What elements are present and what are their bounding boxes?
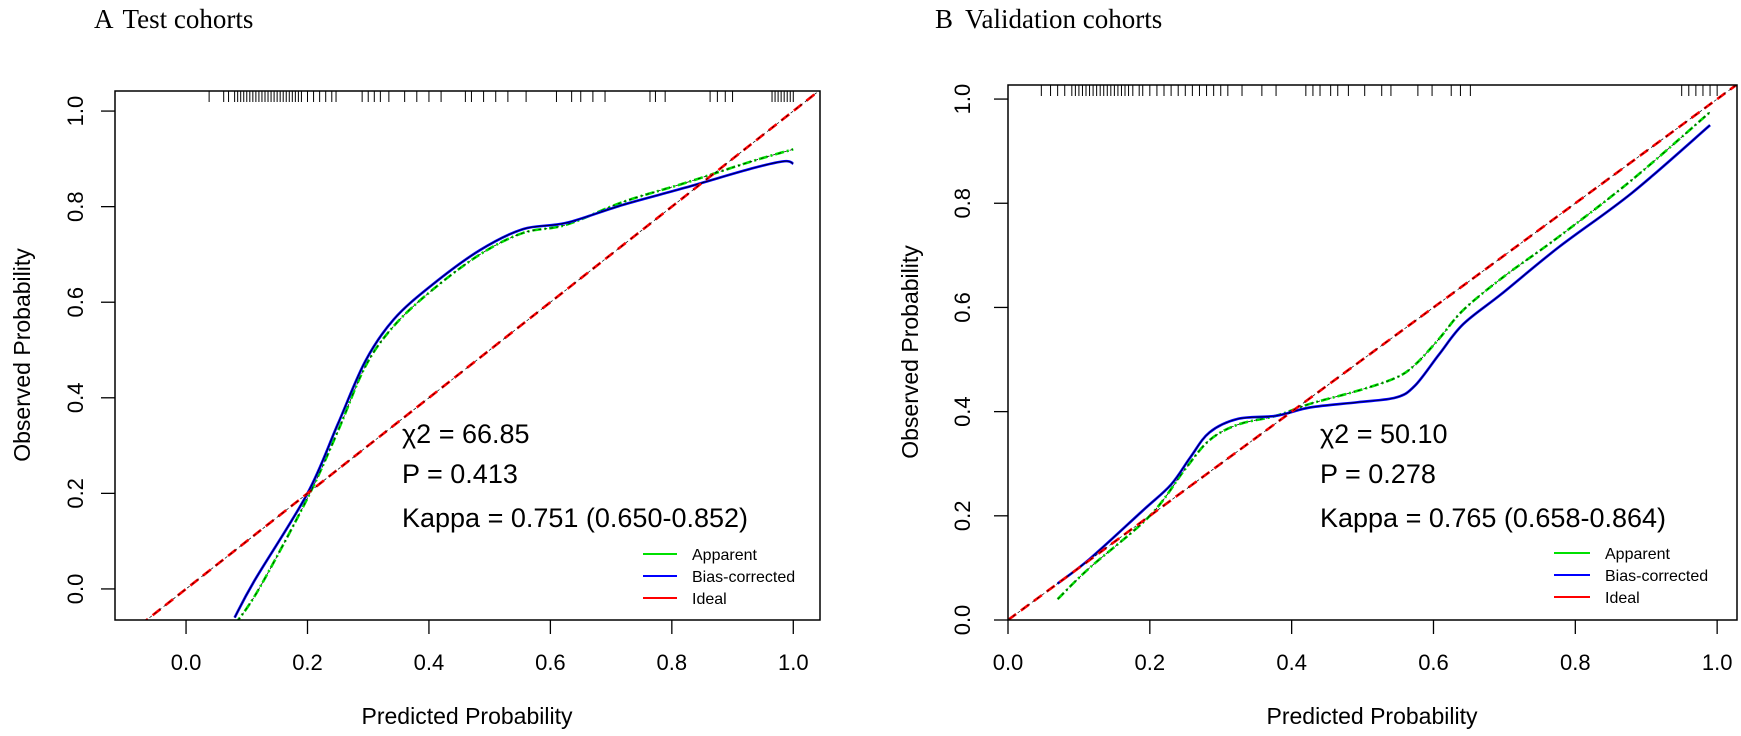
panel-b-y-tick-label: 0.6	[950, 292, 975, 323]
panel-a-y-tick-label: 0.6	[63, 287, 88, 318]
panel-b-y-tick-label: 0.2	[950, 501, 975, 532]
panel-b-y-tick-label: 1.0	[950, 84, 975, 115]
panel-b-x-tick-label: 0.6	[1418, 650, 1449, 675]
panel-b-title: B Validation cohorts	[935, 4, 1162, 34]
panel-a-x-axis-title: Predicted Probability	[362, 703, 573, 729]
panel-a-y-tick-label: 0.8	[63, 191, 88, 222]
panel-a-x-tick-label: 0.6	[535, 650, 566, 675]
panel-b-series-ideal-overlay	[1008, 85, 1737, 620]
panel-a-p-annotation: P = 0.413	[402, 459, 518, 489]
panel-a-x-tick-label: 0.4	[414, 650, 445, 675]
panel-b-x-tick-label: 1.0	[1702, 650, 1733, 675]
panel-b-y-axis-title: Observed Probability	[897, 245, 923, 459]
legend-label-bias-corrected: Bias-corrected	[1605, 568, 1708, 585]
panel-a-series-apparent-overlay	[237, 148, 794, 620]
panel-b-series-bias-corrected-overlay	[1057, 124, 1711, 584]
panel-b-kappa-annotation: Kappa = 0.765 (0.658-0.864)	[1320, 503, 1666, 533]
panel-a-x-tick-label: 0.0	[171, 650, 202, 675]
panel-a-kappa-annotation: Kappa = 0.751 (0.650-0.852)	[402, 503, 748, 533]
panel-a-x-tick-label: 0.2	[292, 650, 323, 675]
panel-b-plot: 0.0 0.2 0.4 0.6 0.8 1.0 0.0 0.2 0.4 0.6 0.8 1.0	[950, 84, 1738, 675]
panel-a-y-tick-label: 0.2	[63, 478, 88, 509]
panel-a-x-tick-label: 1.0	[778, 650, 809, 675]
legend-label-ideal: Ideal	[1605, 590, 1640, 607]
panel-b-x-tick-label: 0.2	[1135, 650, 1166, 675]
panel-b-x-tick-label: 0.4	[1276, 650, 1307, 675]
panel-a-chi2-annotation: χ2 = 66.85	[402, 419, 530, 449]
panel-b-y-tick-label: 0.4	[950, 396, 975, 427]
panel-a-series-ideal	[144, 91, 820, 620]
panel-a-series-bias-corrected-overlay	[234, 160, 794, 618]
panel-b-legend: Apparent Bias-corrected Ideal	[1554, 546, 1708, 607]
panel-b-y-tick-label: 0.0	[950, 605, 975, 636]
panel-b-series-apparent-overlay	[1057, 111, 1711, 600]
panel-a-legend: Apparent Bias-corrected Ideal	[643, 547, 795, 608]
panel-b-chi2-annotation: χ2 = 50.10	[1320, 419, 1448, 449]
legend-label-bias-corrected: Bias-corrected	[692, 569, 795, 586]
panel-a-y-tick-label: 0.4	[63, 382, 88, 413]
legend-label-apparent: Apparent	[1605, 546, 1670, 563]
panel-b-x-axis-title: Predicted Probability	[1267, 703, 1478, 729]
panel-b-frame	[1007, 84, 1738, 621]
panel-b-p-annotation: P = 0.278	[1320, 459, 1436, 489]
legend-label-apparent: Apparent	[692, 547, 757, 564]
panel-a-y-tick-label: 1.0	[63, 96, 88, 127]
panel-a-plot: 0.0 0.2 0.4 0.6 0.8 1.0 0.0 0.2 0.4 0.6 0.8 1.0	[63, 90, 821, 675]
panel-b-x-tick-label: 0.0	[993, 650, 1024, 675]
panel-a-y-axis-title: Observed Probability	[9, 248, 35, 462]
panel-b-y-tick-label: 0.8	[950, 188, 975, 219]
panel-b-x-tick-label: 0.8	[1560, 650, 1591, 675]
legend-label-ideal: Ideal	[692, 591, 727, 608]
panel-a-title: A Test cohorts	[94, 4, 253, 34]
panel-a-x-tick-label: 0.8	[657, 650, 688, 675]
panel-a-frame	[114, 90, 821, 621]
panel-a-y-tick-label: 0.0	[63, 574, 88, 605]
